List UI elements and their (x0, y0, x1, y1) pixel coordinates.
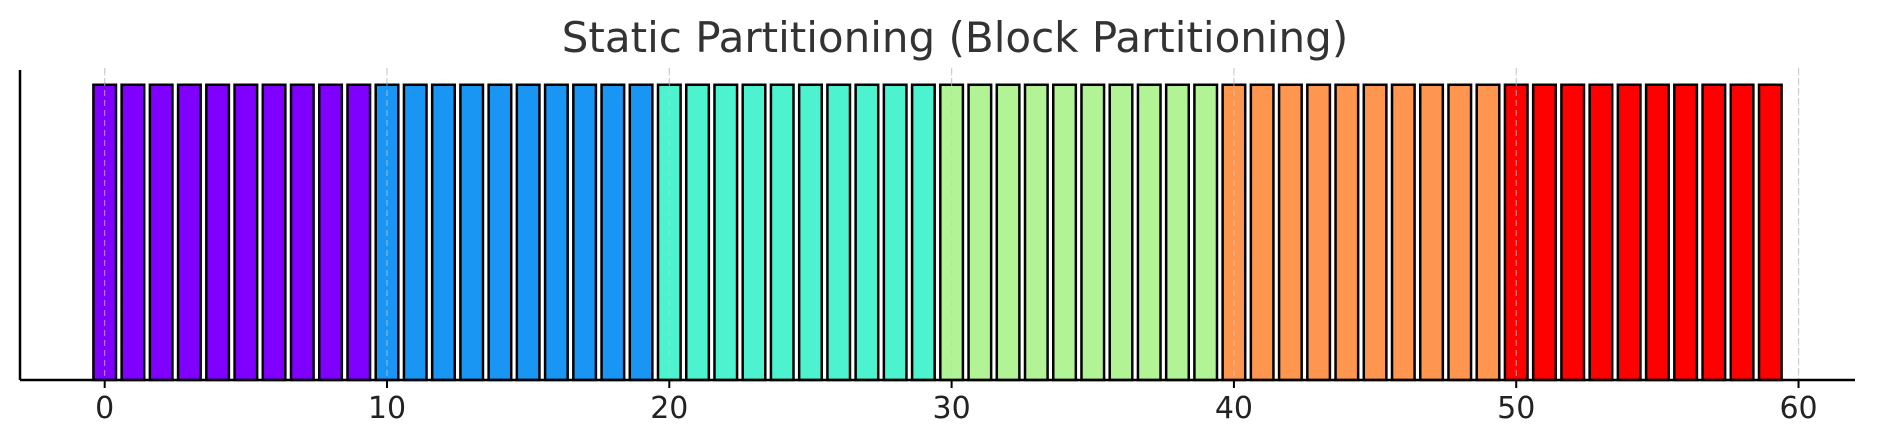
grid-overlay (104, 70, 1800, 380)
bar (317, 83, 344, 382)
bar (1249, 83, 1275, 382)
axes-layer (18, 70, 1855, 382)
x-tick-label: 0 (95, 391, 114, 426)
bar (1108, 83, 1134, 382)
x-tick-label: 20 (650, 391, 688, 426)
bar (1757, 83, 1783, 382)
bar (713, 83, 739, 382)
bar (684, 83, 711, 382)
bar (120, 83, 146, 382)
bar (882, 83, 908, 382)
bar (1560, 83, 1586, 382)
bar (1193, 83, 1219, 382)
bar (769, 83, 795, 382)
bar (797, 83, 824, 382)
bar (515, 83, 541, 382)
bar (1362, 83, 1388, 382)
bar (1475, 83, 1501, 382)
bar (741, 83, 767, 382)
x-tick-label: 10 (368, 391, 406, 426)
bar (1080, 83, 1106, 382)
bar (1531, 83, 1558, 382)
bar (205, 83, 231, 382)
bar (543, 83, 569, 382)
bar (995, 83, 1021, 382)
bar (1051, 83, 1078, 382)
bar (459, 83, 485, 382)
bar (430, 83, 457, 382)
bar (1588, 83, 1614, 382)
bar (1701, 83, 1727, 382)
bar (967, 83, 993, 382)
x-tick-label: 40 (1215, 391, 1253, 426)
bar (261, 83, 287, 382)
bar (1644, 83, 1670, 382)
bar (1306, 83, 1332, 382)
bar (176, 83, 202, 382)
bar (600, 83, 626, 382)
bar (1136, 83, 1162, 382)
x-tick-label: 30 (933, 391, 971, 426)
x-tick-label: 60 (1779, 391, 1817, 426)
bar (1334, 83, 1360, 382)
bar (148, 83, 174, 382)
bar (1729, 83, 1755, 382)
bar (1616, 83, 1642, 382)
bar (346, 83, 372, 382)
bar (854, 83, 880, 382)
bar (628, 83, 654, 382)
bars-layer (92, 83, 1783, 382)
bar (1277, 83, 1303, 382)
bar (1164, 83, 1191, 382)
ticks-layer: 0 10 20 30 40 50 60 (95, 380, 1818, 426)
bar (289, 83, 315, 382)
bar (1023, 83, 1049, 382)
bar (826, 83, 852, 382)
bar (402, 83, 428, 382)
x-tick-label: 50 (1497, 391, 1535, 426)
bar (572, 83, 598, 382)
bar (910, 83, 936, 382)
bar (233, 83, 259, 382)
bar (1418, 83, 1445, 382)
bar (1447, 83, 1473, 382)
bar (1673, 83, 1699, 382)
bar (1390, 83, 1416, 382)
bar (487, 83, 513, 382)
chart-title: Static Partitioning (Block Partitioning) (562, 13, 1348, 62)
